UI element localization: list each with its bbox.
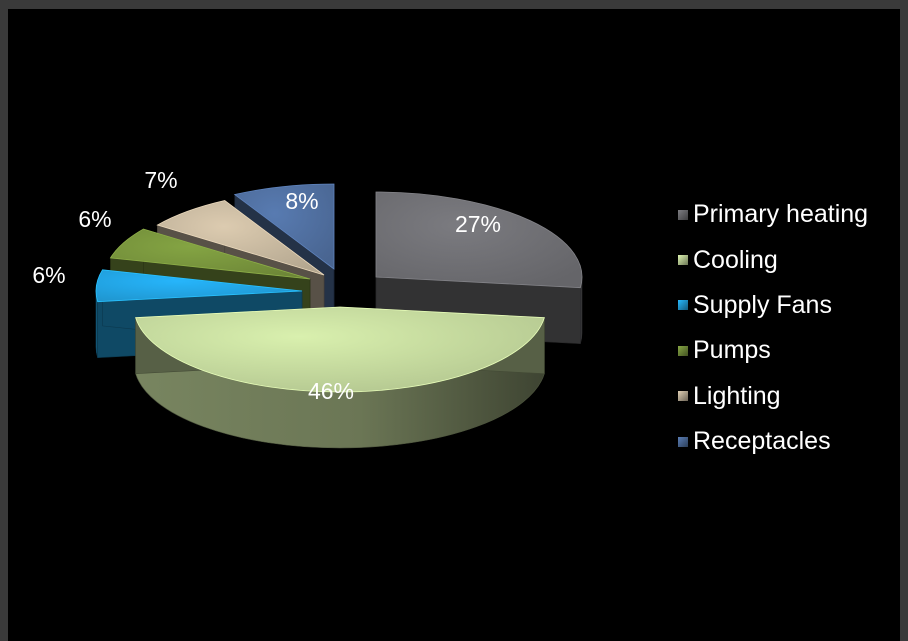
data-label-primary-heating: 27%	[455, 211, 501, 237]
slice-top-lighting	[156, 200, 325, 276]
legend-swatch	[678, 255, 688, 266]
pie-chart: 27% 46% 6% 6% 7% 8%	[32, 167, 583, 449]
legend-label: Supply Fans	[693, 290, 832, 319]
data-label-pumps: 6%	[78, 206, 111, 232]
legend-item-pumps: Pumps	[678, 328, 908, 373]
legend-item-lighting: Lighting	[678, 374, 908, 419]
slice-cooling	[135, 306, 545, 449]
chart-area: 27% 46% 6% 6% 7% 8% Primary heating Cooling Sup…	[8, 9, 900, 641]
slice-top-cooling	[135, 306, 545, 393]
legend-item-cooling: Cooling	[678, 237, 908, 282]
data-label-supply-fans: 6%	[32, 262, 65, 288]
legend-label: Pumps	[693, 336, 771, 365]
legend-swatch	[678, 436, 688, 447]
legend-swatch	[678, 391, 688, 402]
legend-item-primary-heating: Primary heating	[678, 192, 908, 237]
slice-top-pumps	[109, 228, 311, 280]
legend-swatch	[678, 345, 688, 356]
legend-label: Receptacles	[693, 427, 831, 456]
legend: Primary heating Cooling Supply Fans Pumps Li…	[678, 192, 908, 464]
legend-label: Primary heating	[693, 200, 869, 229]
data-label-lighting: 7%	[144, 167, 177, 193]
legend-label: Lighting	[693, 381, 781, 410]
legend-swatch	[678, 209, 688, 220]
legend-swatch	[678, 300, 688, 311]
slice-top-supply-fans	[95, 269, 303, 303]
slice-top-receptacles	[233, 183, 335, 270]
legend-label: Cooling	[693, 245, 778, 274]
data-label-cooling: 46%	[308, 378, 354, 404]
legend-item-receptacles: Receptacles	[678, 419, 908, 464]
slice-top-primary-heating	[375, 191, 583, 289]
legend-item-supply-fans: Supply Fans	[678, 283, 908, 328]
data-label-receptacles: 8%	[285, 188, 318, 214]
